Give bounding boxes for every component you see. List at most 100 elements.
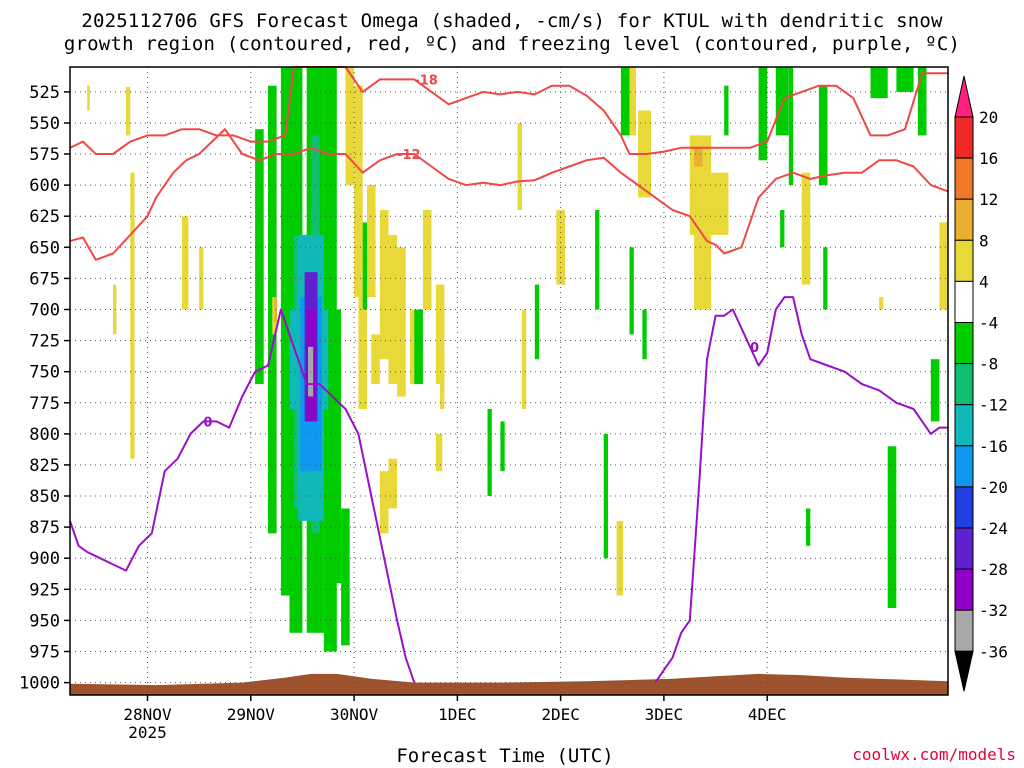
omega-cell: [694, 147, 703, 167]
omega-cell: [818, 85, 828, 186]
omega-cell: [724, 85, 729, 136]
colorbar-band: [954, 445, 974, 488]
colorbar-label: -4: [979, 314, 998, 333]
omega-cell: [345, 67, 355, 186]
omega-cell: [397, 247, 406, 397]
omega-cell: [199, 247, 204, 310]
omega-cell: [435, 433, 443, 472]
omega-cell: [517, 123, 522, 210]
x-tick-label: 29NOV: [227, 705, 276, 724]
colorbar-band: [954, 363, 974, 406]
contour-line: [69, 308, 416, 683]
omega-cell: [414, 309, 423, 385]
colorbar-label: 8: [979, 231, 989, 250]
omega-cell: [435, 284, 445, 385]
x-tick-label: 2DEC: [541, 705, 580, 724]
colorbar-label: 12: [979, 190, 998, 209]
omega-cell: [181, 216, 189, 310]
chart-title-line-1: 2025112706 GFS Forecast Omega (shaded, -…: [81, 10, 943, 32]
colorbar-band: [954, 486, 974, 529]
omega-cell: [629, 247, 634, 335]
y-tick-label: 825: [29, 456, 60, 476]
colorbar-band: [954, 280, 974, 323]
omega-cell: [371, 334, 380, 385]
contour-label: 0: [203, 415, 212, 430]
colorbar-band: [954, 198, 974, 241]
omega-cell: [130, 172, 135, 235]
omega-cell: [595, 210, 600, 310]
colorbar-label: 16: [979, 149, 998, 168]
y-tick-label: 800: [29, 425, 60, 445]
x-tick-label: 4DEC: [748, 705, 787, 724]
omega-cell: [879, 297, 884, 310]
omega-cell: [367, 185, 376, 297]
omega-cell: [113, 284, 117, 335]
omega-cell: [616, 520, 624, 596]
omega-cell: [354, 85, 363, 298]
y-tick-label: 975: [29, 643, 60, 663]
x-tick-sublabel: 2025: [128, 723, 167, 742]
terrain-path: [70, 673, 948, 695]
x-tick-label: 3DEC: [645, 705, 684, 724]
plot-frame: [69, 66, 949, 696]
y-tick-label: 850: [29, 487, 60, 507]
colorbar-band: [954, 609, 974, 652]
omega-cell: [487, 409, 492, 496]
colorbar-label: -24: [979, 519, 1008, 538]
omega-cell: [422, 210, 432, 310]
omega-cell: [388, 458, 398, 509]
contour-label: -18: [414, 73, 438, 88]
isotherm-contours: -12 -18 0 0: [69, 66, 949, 684]
omega-cell: [788, 67, 794, 186]
omega-cell: [806, 508, 811, 546]
axes: 525 550 575 600 625 650 675 700 725 750 775 800 825 8…: [19, 66, 949, 742]
y-tick-label: 950: [29, 611, 60, 631]
colorbar-top-arrow: [954, 75, 974, 118]
grid-lines: [70, 67, 948, 695]
omega-cell: [758, 67, 768, 161]
colorbar-band: [954, 157, 974, 200]
omega-cell: [521, 309, 527, 409]
colorbar-band: [954, 404, 974, 447]
contour-line: [69, 66, 948, 155]
terrain-fill: [70, 673, 948, 695]
y-tick-label: 700: [29, 301, 60, 321]
y-tick-label: 900: [29, 549, 60, 569]
y-tick-label: 725: [29, 332, 60, 352]
credit-link[interactable]: coolwx.com/models: [852, 745, 1016, 764]
omega-cell: [870, 67, 888, 99]
contour-label: 0: [750, 341, 759, 356]
colorbar-label: 20: [979, 108, 998, 127]
omega-cell: [130, 234, 135, 459]
omega-cell: [620, 67, 630, 136]
omega-cell: [440, 297, 445, 409]
omega-shading: [87, 67, 948, 652]
omega-cell: [500, 421, 505, 472]
contour-line: [69, 128, 949, 261]
y-tick-label: 925: [29, 580, 60, 600]
omega-cell: [629, 67, 636, 136]
x-tick-label: 30NOV: [330, 705, 379, 724]
omega-cell: [887, 446, 897, 608]
omega-cell: [896, 67, 914, 92]
y-tick-label: 575: [29, 145, 60, 165]
colorbar-label: -20: [979, 478, 1008, 497]
omega-cell: [126, 86, 131, 136]
omega-cell: [388, 234, 398, 385]
y-tick-label: 1000: [19, 674, 60, 694]
omega-cell: [694, 234, 712, 310]
omega-cell: [379, 471, 389, 534]
colorbar-label: -8: [979, 355, 998, 374]
omega-cell: [930, 359, 940, 422]
y-tick-label: 750: [29, 363, 60, 383]
omega-cell: [362, 222, 367, 310]
colorbar-label: -16: [979, 437, 1008, 456]
contour-line: [654, 296, 948, 684]
omega-cell: [917, 67, 927, 136]
y-tick-label: 600: [29, 176, 60, 196]
omega-cell: [332, 309, 342, 584]
colorbar: 20 16 12 8 4 -4 -8 -12 -16 -20 -24 -28 -32 -36: [954, 75, 1008, 692]
omega-cell: [534, 284, 540, 360]
y-tick-label: 650: [29, 238, 60, 258]
